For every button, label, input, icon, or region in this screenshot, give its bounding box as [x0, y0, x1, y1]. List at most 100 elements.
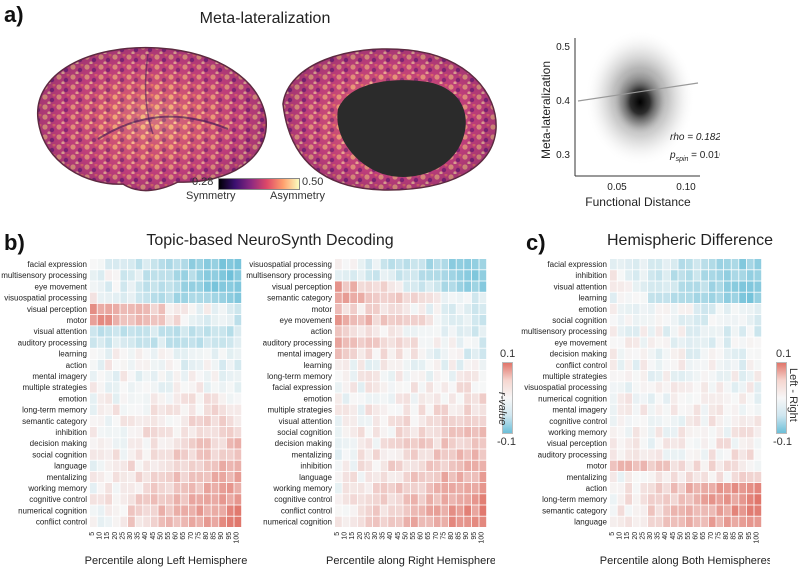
- heatmap-cell: [655, 471, 663, 483]
- heatmap-cell: [670, 326, 678, 337]
- heatmap-cell: [632, 494, 640, 505]
- heatmap-cell: [403, 337, 411, 348]
- heatmap-cell: [716, 359, 724, 371]
- heatmap-cell: [449, 449, 456, 460]
- heatmap-cell: [350, 393, 357, 404]
- column-label: 30: [647, 532, 654, 540]
- heatmap-cell: [617, 494, 625, 505]
- heatmap-cell: [426, 382, 433, 393]
- heatmap-cell: [120, 348, 128, 359]
- heatmap-cell: [701, 438, 708, 449]
- heatmap-cell: [754, 259, 762, 270]
- heatmap-cell: [112, 427, 120, 438]
- row-label: numerical cognition: [18, 506, 87, 515]
- heatmap-cell: [143, 281, 150, 292]
- heatmap-cell: [678, 505, 686, 516]
- heatmap-cell: [731, 404, 739, 415]
- heatmap-cell: [479, 393, 487, 404]
- heatmap-cell: [350, 292, 357, 303]
- heatmap-cell: [411, 415, 418, 427]
- heatmap-cell: [234, 326, 242, 337]
- heatmap-cell: [234, 270, 242, 281]
- heatmap-cell: [418, 315, 426, 326]
- heatmap-cell: [632, 348, 640, 359]
- heatmap-cell: [373, 427, 380, 438]
- column-label: 85: [456, 532, 463, 540]
- heatmap-cell: [464, 281, 471, 292]
- row-label: visuospatial processing: [4, 294, 87, 303]
- heatmap-cell: [234, 471, 242, 483]
- column-label: 100: [753, 532, 760, 544]
- heatmap-cell: [464, 337, 471, 348]
- heatmap-cell: [411, 359, 418, 371]
- heatmap-cell: [724, 292, 731, 303]
- heatmap-cell: [716, 505, 724, 516]
- heatmap-cell: [105, 404, 112, 415]
- heatmap-cell: [181, 471, 188, 483]
- heatmap-cell: [135, 281, 143, 292]
- heatmap-cell: [196, 483, 204, 494]
- heatmap-cell: [181, 427, 188, 438]
- heatmap-cell: [724, 382, 731, 393]
- heatmap-cell: [411, 259, 418, 270]
- heatmap-cell: [158, 415, 166, 427]
- heatmap-cell: [181, 460, 188, 471]
- heatmap-cell: [204, 415, 211, 427]
- heatmap-cell: [610, 382, 617, 393]
- heatmap-cell: [335, 270, 342, 281]
- heatmap-cell: [388, 337, 395, 348]
- heatmap-cell: [150, 494, 158, 505]
- heatmap-cell: [188, 415, 196, 427]
- column-label: 10: [97, 532, 104, 540]
- heatmap-cell: [342, 460, 350, 471]
- heatmap-cell: [693, 516, 701, 527]
- heatmap-cell: [373, 494, 380, 505]
- heatmap-cell: [625, 359, 632, 371]
- heatmap-cell: [441, 326, 449, 337]
- heatmap-cell: [655, 449, 663, 460]
- heatmap-cell: [610, 393, 617, 404]
- heatmap-cell: [670, 415, 678, 427]
- heatmap-cell: [754, 303, 762, 315]
- heatmap-cell: [219, 460, 226, 471]
- heatmap-cell: [90, 471, 97, 483]
- heatmap-cell: [456, 438, 464, 449]
- heatmap-cell: [610, 326, 617, 337]
- heatmap-cell: [403, 359, 411, 371]
- heatmap-cell: [128, 460, 135, 471]
- heatmap-cell: [90, 281, 97, 292]
- panel-b-title: Topic-based NeuroSynth Decoding: [146, 232, 394, 249]
- heatmap-cell: [610, 348, 617, 359]
- heatmap-cell: [746, 460, 754, 471]
- row-label: semantic category: [22, 417, 87, 426]
- heatmap-cell: [746, 427, 754, 438]
- heatmap-cell: [701, 315, 708, 326]
- heatmap-cell: [724, 438, 731, 449]
- heatmap-cell: [655, 292, 663, 303]
- heatmap-cell: [373, 449, 380, 460]
- heatmap-cell: [105, 326, 112, 337]
- heatmap-cell: [708, 460, 716, 471]
- heatmap-cell: [335, 292, 342, 303]
- heatmap-cell: [640, 259, 648, 270]
- heatmap-cell: [456, 427, 464, 438]
- heatmap-cell: [112, 516, 120, 527]
- heatmap-cell: [693, 371, 701, 382]
- heatmap-cell: [158, 348, 166, 359]
- heatmap-cell: [196, 471, 204, 483]
- row-label: visuospatial processing: [524, 383, 607, 392]
- heatmap-cell: [426, 393, 433, 404]
- heatmap-cell: [617, 359, 625, 371]
- brain-medial-view: [282, 48, 497, 191]
- heatmap-cell: [426, 337, 433, 348]
- heatmap-cell: [456, 292, 464, 303]
- heatmap-cell: [663, 471, 670, 483]
- heatmap-cell: [686, 315, 693, 326]
- heatmap-cell: [395, 303, 403, 315]
- heatmap-cell: [441, 382, 449, 393]
- heatmap-cell: [97, 516, 105, 527]
- heatmap-cell: [754, 270, 762, 281]
- heatmap-cell: [173, 438, 181, 449]
- heatmap-cell: [648, 348, 655, 359]
